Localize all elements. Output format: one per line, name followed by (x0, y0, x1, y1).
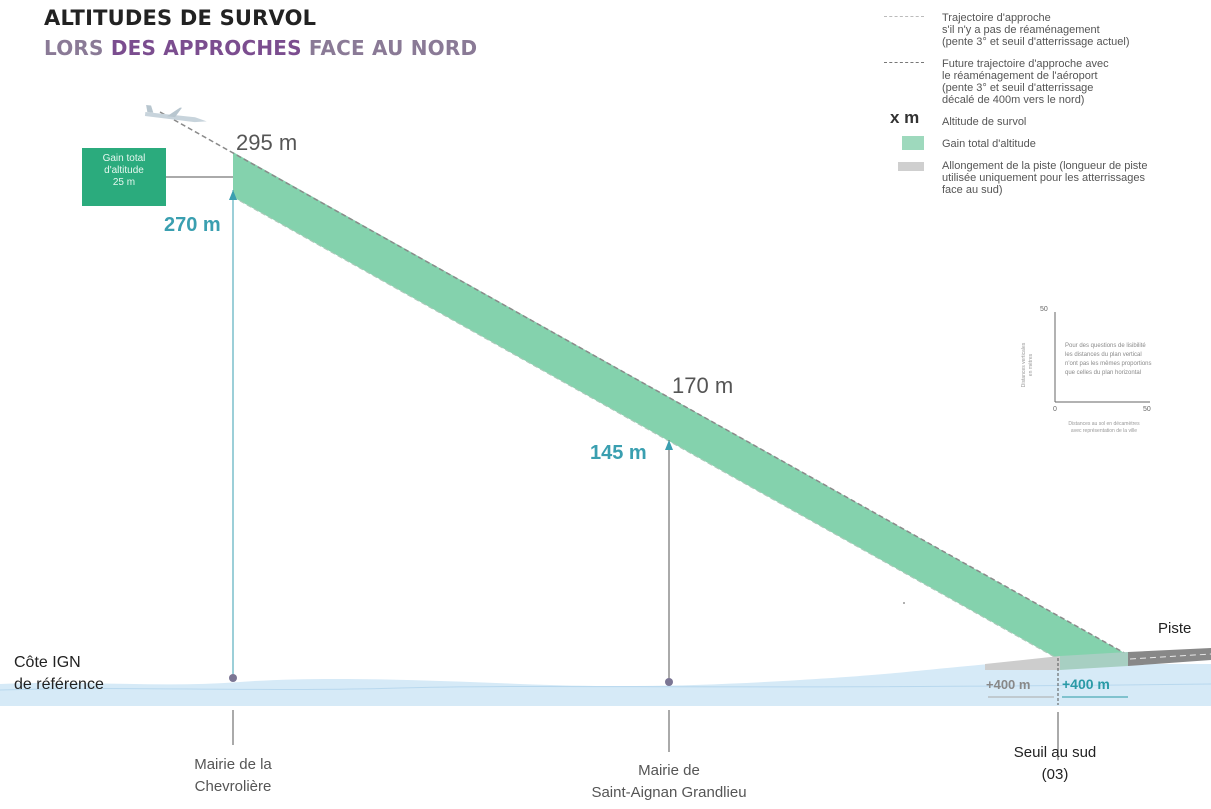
legend-item-altitude: x m Altitude de survol (884, 109, 1206, 128)
altitude-label-future-chevroliere: 295 m (236, 130, 298, 155)
gain-box-line-3: 25 m (112, 177, 136, 188)
runway (1128, 648, 1211, 666)
diagram-title: ALTITUDES DE SURVOL (44, 6, 317, 30)
scale-inset-y-label: Distances verticales en mètres (1021, 333, 1035, 397)
legend-item-gain: Gain total d'altitude (884, 136, 1206, 150)
scale-inset-note-line: les distances du plan vertical (1065, 352, 1142, 358)
location-label-saint-aignan: Mairie de Saint-Aignan Grandlieu (564, 760, 774, 804)
runway-label: Piste (1158, 620, 1192, 637)
subtitle-part-2: FACE AU NORD (301, 36, 478, 60)
current-approach-line (232, 196, 1061, 661)
scale-inset-y-max: 50 (1040, 306, 1048, 313)
legend-text: (pente 3° et seuil d'atterrissage actuel… (942, 36, 1130, 48)
stray-dot (903, 602, 905, 604)
runway-extension-blue-label: +400 m (1062, 676, 1110, 692)
legend: Trajectoire d'approche s'il n'y a pas de… (884, 12, 1206, 206)
reference-label-line-2: de référence (14, 676, 104, 693)
legend-dash-light-icon (884, 16, 924, 17)
location-seuil-line-1: Seuil au sud (1013, 744, 1097, 761)
scale-inset-y-label-line: Distances verticales (1021, 342, 1027, 388)
legend-text: Gain total d'altitude (942, 138, 1036, 150)
subtitle-accent: DES APPROCHES (110, 36, 302, 60)
future-approach-line (159, 111, 1129, 656)
legend-item-current-approach: Trajectoire d'approche s'il n'y a pas de… (884, 12, 1206, 48)
reference-label: Côte IGN de référence (14, 652, 104, 696)
scale-inset-note-line: n'ont pas les mêmes proportions (1065, 361, 1152, 367)
scale-inset-y-label-line: en mètres (1028, 353, 1034, 377)
legend-green-swatch-icon (902, 136, 924, 150)
legend-text: Trajectoire d'approche (942, 12, 1051, 24)
altitude-label-current-saint-aignan: 145 m (590, 442, 647, 464)
legend-xm-symbol: x m (890, 108, 920, 127)
runway-extension-gray-label: +400 m (986, 677, 1031, 692)
scale-inset (1054, 312, 1150, 403)
legend-text: le réaménagement de l'aéroport (942, 70, 1098, 82)
gain-box-line-1: Gain total (102, 153, 146, 164)
altitude-label-future-saint-aignan: 170 m (672, 373, 734, 398)
location-chevroliere-line-1: Mairie de la (194, 756, 272, 773)
legend-text: s'il n'y a pas de réaménagement (942, 24, 1100, 36)
location-label-chevroliere: Mairie de la Chevrolière (158, 754, 308, 798)
gain-box-line-2: d'altitude (104, 165, 144, 176)
gain-band (233, 152, 1128, 660)
legend-item-runway-extension: Allongement de la piste (longueur de pis… (884, 160, 1206, 196)
location-chevroliere-line-2: Chevrolière (194, 778, 272, 795)
altitude-arrow-saint-aignan (665, 440, 673, 450)
scale-inset-x-max: 50 (1143, 406, 1151, 413)
runway-extension-gray (985, 656, 1060, 670)
location-seuil-line-2: (03) (1041, 766, 1069, 783)
legend-gray-swatch-icon (898, 162, 924, 171)
altitude-arrow-chevroliere (229, 190, 237, 200)
scale-inset-x-min: 0 (1053, 406, 1057, 413)
legend-text: (pente 3° et seuil d'atterrissage (942, 82, 1094, 94)
legend-text: Altitude de survol (942, 116, 1027, 128)
legend-text: Future trajectoire d'approche avec (942, 58, 1109, 70)
legend-item-future-approach: Future trajectoire d'approche avec le ré… (884, 58, 1206, 106)
legend-text: face au sud) (942, 184, 1003, 196)
ground-line (0, 683, 1211, 691)
scale-inset-note-line: que celles du plan horizontal (1065, 370, 1142, 376)
location-dot-saint-aignan (665, 678, 673, 686)
reference-label-line-1: Côte IGN (14, 654, 81, 671)
altitude-label-current-chevroliere: 270 m (164, 214, 221, 236)
ground-band (0, 664, 1211, 706)
scale-inset-x-label-line: avec représentation de la ville (1070, 428, 1138, 434)
legend-text: décalé de 400m vers le nord) (942, 94, 1085, 106)
scale-inset-note-line: Pour des questions de lisibilité (1065, 343, 1146, 349)
location-label-seuil-sud: Seuil au sud (03) (980, 742, 1130, 786)
runway-extension-blue (1060, 652, 1128, 670)
diagram-subtitle: LORS DES APPROCHES FACE AU NORD (44, 36, 477, 60)
location-saint-aignan-line-1: Mairie de (638, 762, 700, 779)
scale-inset-note: Pour des questions de lisibilité les dis… (1065, 342, 1177, 378)
location-saint-aignan-line-2: Saint-Aignan Grandlieu (591, 784, 747, 801)
location-dot-chevroliere (229, 674, 237, 682)
airplane-icon (144, 105, 207, 123)
runway-centerline (1129, 653, 1211, 660)
subtitle-part-1: LORS (44, 36, 111, 60)
gain-total-box: Gain total d'altitude 25 m (82, 148, 166, 206)
legend-text: utilisée uniquement pour les atterrissag… (942, 172, 1146, 184)
legend-text: Allongement de la piste (longueur de pis… (942, 160, 1148, 172)
legend-dash-dark-icon (884, 62, 924, 63)
scale-inset-x-label-line: Distances au sol en décamètres (1068, 421, 1140, 427)
scale-inset-x-label: Distances au sol en décamètres avec repr… (1046, 421, 1162, 435)
